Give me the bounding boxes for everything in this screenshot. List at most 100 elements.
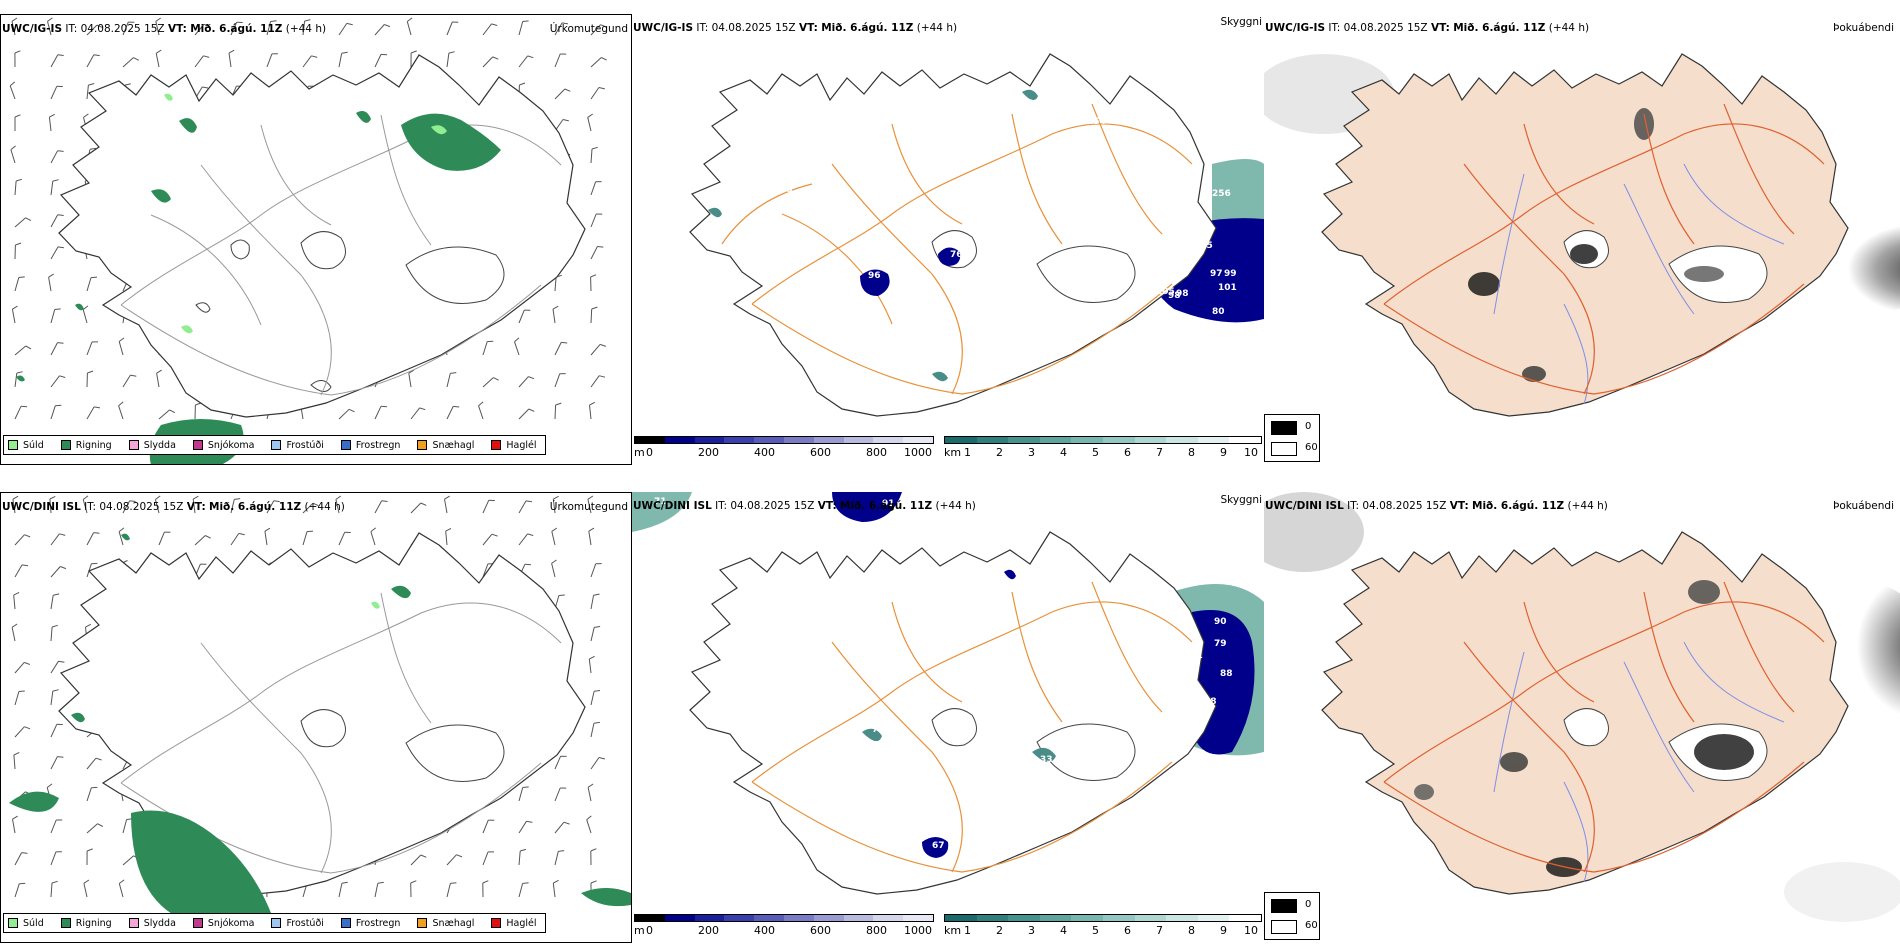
cloud-base-value: 79 (1214, 639, 1227, 649)
wind-barb-flag (590, 274, 597, 278)
wind-barb (446, 854, 457, 866)
wind-barb-flag (130, 374, 137, 377)
wind-barb (482, 563, 489, 578)
wind-barb-flag (24, 726, 31, 730)
model-name: UWC/DINI ISL (2, 501, 81, 513)
wind-barb-flag (202, 86, 209, 89)
glacier-outlines (300, 709, 505, 782)
colorbar-segment (694, 437, 725, 443)
cloud-base-value: 101 (1184, 651, 1203, 661)
wind-barb (514, 341, 520, 356)
wind-barb-flag (408, 369, 415, 374)
cloud-base-value: 67 (932, 841, 945, 851)
legend-swatch (491, 440, 502, 450)
panel-title: Úrkomutegund (549, 23, 628, 35)
wind-barb (50, 882, 53, 898)
wind-barb (302, 55, 312, 68)
wind-barb (14, 564, 23, 578)
wind-barb (50, 405, 56, 420)
wind-barb-flag (335, 495, 342, 500)
wind-barb-flag (493, 377, 499, 381)
vt-value: Mið. 6.ágú. 11Z (1453, 22, 1546, 34)
wind-barb (49, 498, 52, 514)
colorbar-tick: 6 (1124, 446, 1131, 459)
wind-barb-flag (51, 624, 58, 628)
wind-barb-flag (133, 57, 140, 61)
wind-barb (482, 851, 489, 866)
it-value: 04.08.2025 15Z (1343, 22, 1428, 34)
fog-legend-low: 60 (1305, 442, 1318, 453)
cloud-base-value: 98 (1168, 291, 1181, 301)
wind-barb (86, 85, 89, 100)
colorbar-strip (944, 914, 1262, 922)
visibility-colorbar: km 1 2 3 4 5 6 7 8 9 10 (944, 914, 1262, 938)
wind-barb (194, 535, 206, 546)
wind-barb (588, 659, 592, 674)
wind-barb-flag (450, 372, 457, 374)
wind-barb (554, 22, 563, 36)
wind-barb (118, 341, 124, 356)
wind-barb (86, 532, 95, 546)
wind-barb-flag (348, 408, 355, 413)
wind-barb (590, 757, 600, 770)
legend-swatch (128, 440, 139, 450)
wind-barb-flag (24, 661, 30, 665)
cloud-panel-row2: 71 91 33 475 63 73 33 58 65 67 65 90 79 101 88 80 88 87 U… (632, 492, 1264, 943)
wind-barb-flag (522, 882, 529, 884)
legend-item-frostudi: Frostúði (271, 917, 324, 929)
wind-barb-flag (456, 854, 463, 858)
colorbar-tick: 2 (996, 924, 1003, 937)
colorbar-segment (1071, 437, 1103, 443)
wind-barb-flag (520, 848, 527, 852)
legend-label: Frostúði (286, 917, 324, 929)
wind-barb-flag (195, 402, 202, 406)
wind-barb-flag (119, 879, 125, 884)
wind-barb-flag (49, 495, 56, 500)
wind-barb-flag (93, 54, 100, 57)
colorbar-segment (843, 437, 874, 443)
wind-barb-flag (59, 533, 66, 536)
wind-barb (518, 533, 528, 546)
wind-barb-flag (46, 783, 53, 788)
wind-barb (14, 534, 25, 546)
wind-barb (9, 85, 16, 100)
wind-barb-flag (406, 17, 413, 22)
wind-barb-flag (444, 495, 450, 500)
colorbar-segment (1134, 437, 1167, 443)
wind-barb-flag (552, 305, 559, 310)
colorbar-tick: 200 (698, 446, 719, 459)
wind-barb-flag (589, 655, 595, 660)
wind-barb-flag (527, 55, 534, 59)
cloud-base-value: 33 (1042, 577, 1055, 587)
legend-label: Frostregn (355, 439, 401, 451)
colorbar-segment (873, 437, 904, 443)
wind-barb (83, 883, 88, 898)
wind-barb-flag (93, 532, 100, 534)
colorbar-tick: 600 (810, 446, 831, 459)
wind-barb (50, 691, 54, 706)
wind-barb-flag (86, 848, 93, 852)
wind-barb (554, 276, 557, 292)
cloud-base-value: 87 (1192, 699, 1205, 709)
colorbar-tick: 9 (1220, 924, 1227, 937)
wind-barb-flag (90, 276, 98, 279)
it-label: IT: (65, 23, 78, 35)
cloud-base-value: 97 (890, 275, 903, 285)
wind-barb (518, 883, 524, 898)
wind-barb-flag (522, 20, 529, 22)
wind-barb-flag (97, 823, 104, 827)
colorbar-tick: 5 (1092, 446, 1099, 459)
wind-barb-flag (341, 881, 348, 884)
wind-barb-flag (525, 500, 532, 503)
colorbar-tick: 2 (996, 446, 1003, 459)
wind-barb (50, 150, 59, 164)
wind-barb (590, 57, 602, 68)
wind-barb (50, 86, 58, 100)
wind-barb-flag (57, 342, 64, 344)
fog-swatch-low (1271, 442, 1297, 456)
legend-swatch (340, 918, 351, 928)
wind-barb-flag (590, 848, 597, 852)
wind-barb (410, 407, 420, 420)
iceland-coastline (689, 53, 1217, 417)
